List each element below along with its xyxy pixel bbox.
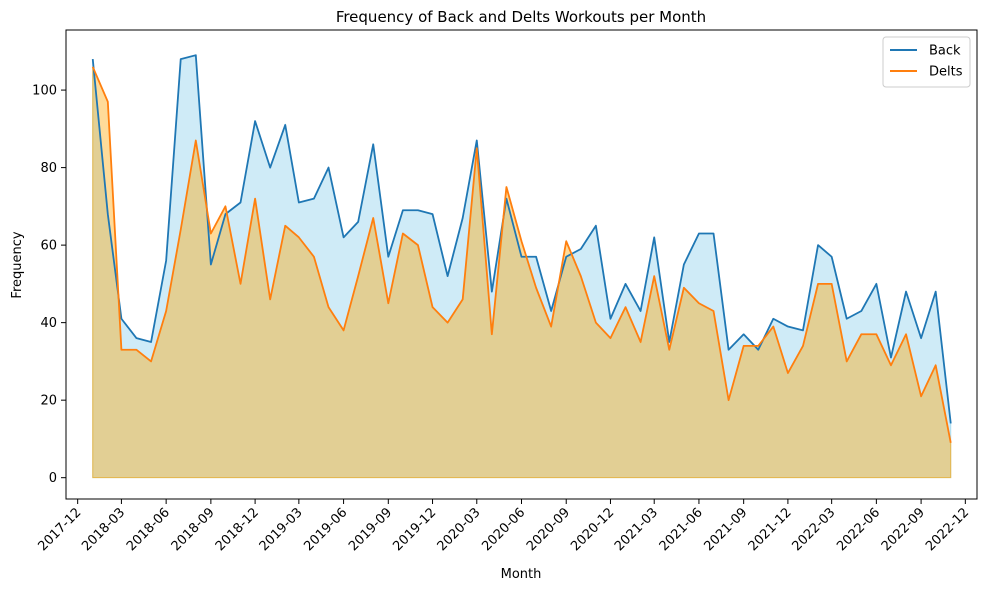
x-tick-label: 2018-09 bbox=[169, 505, 218, 554]
y-tick-label: 80 bbox=[40, 161, 57, 176]
plot-frame bbox=[65, 29, 978, 500]
x-tick-label: 2022-06 bbox=[834, 505, 883, 554]
chart-title: Frequency of Back and Delts Workouts per… bbox=[336, 8, 706, 26]
x-tick-label: 2019-09 bbox=[346, 505, 395, 554]
x-tick-label: 2019-12 bbox=[390, 505, 439, 554]
x-tick-label: 2021-09 bbox=[701, 505, 750, 554]
legend-label-delts: Delts bbox=[929, 65, 963, 80]
x-tick-label: 2019-06 bbox=[301, 505, 350, 554]
legend-label-back: Back bbox=[929, 44, 961, 59]
x-tick-label: 2017-12 bbox=[35, 505, 84, 554]
x-tick-label: 2022-03 bbox=[789, 505, 838, 554]
x-tick-label: 2022-09 bbox=[879, 505, 928, 554]
area-fills bbox=[92, 54, 952, 479]
x-axis-label: Month bbox=[501, 567, 542, 582]
x-tick-label: 2018-06 bbox=[124, 505, 173, 554]
x-tick-label: 2020-12 bbox=[568, 505, 617, 554]
x-tick-label: 2021-03 bbox=[612, 505, 661, 554]
y-tick-label: 60 bbox=[40, 239, 57, 254]
legend: Back Delts bbox=[882, 36, 971, 88]
y-tick-label: 40 bbox=[40, 316, 57, 331]
x-tick-label: 2018-03 bbox=[79, 505, 128, 554]
x-tick-label: 2020-06 bbox=[479, 505, 528, 554]
x-tick-label: 2020-03 bbox=[435, 505, 484, 554]
x-tick-label: 2019-03 bbox=[257, 505, 306, 554]
x-tick-label: 2020-09 bbox=[524, 505, 573, 554]
y-tick-label: 20 bbox=[40, 394, 57, 409]
y-tick-label: 100 bbox=[32, 84, 57, 99]
y-tick-label: 0 bbox=[49, 471, 57, 486]
delts-series-line bbox=[91, 66, 952, 443]
x-tick-label: 2021-06 bbox=[657, 505, 706, 554]
x-tick-label: 2022-12 bbox=[923, 505, 972, 554]
x-tick-label: 2021-12 bbox=[746, 505, 795, 554]
back-series-line bbox=[91, 54, 952, 424]
x-tick-label: 2018-12 bbox=[213, 505, 262, 554]
series-lines bbox=[91, 54, 952, 443]
y-axis-label: Frequency bbox=[10, 231, 25, 298]
